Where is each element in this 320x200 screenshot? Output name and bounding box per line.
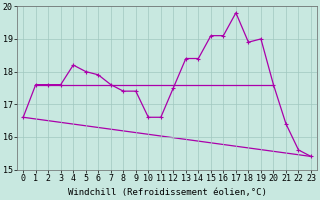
X-axis label: Windchill (Refroidissement éolien,°C): Windchill (Refroidissement éolien,°C) bbox=[68, 188, 267, 197]
